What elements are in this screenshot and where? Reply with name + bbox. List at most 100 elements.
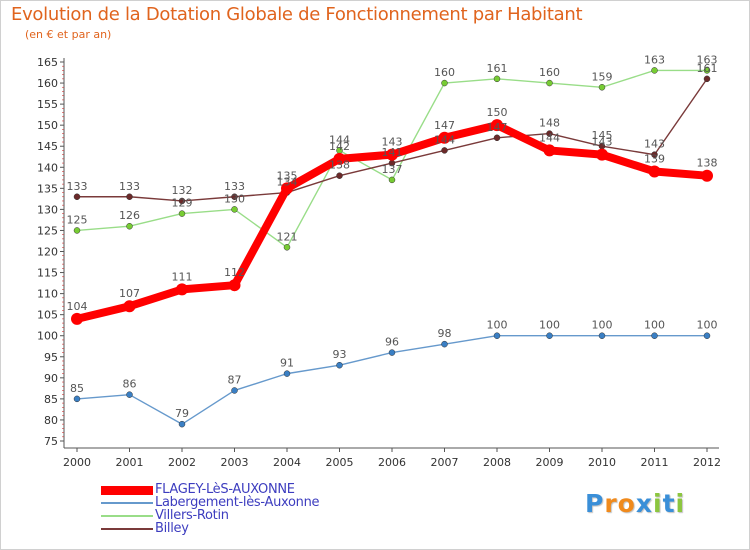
data-label-billey: 132 (172, 184, 193, 197)
data-point-billey (336, 172, 343, 179)
data-label-billey: 148 (539, 117, 560, 130)
data-label-labergement-l-s-auxonne: 100 (644, 319, 665, 332)
logo-letter: x (635, 489, 653, 518)
data-label-billey: 143 (644, 138, 665, 151)
legend-label-billey: Billey (155, 521, 189, 536)
data-label-flagey-l-s-auxonne: 150 (487, 106, 508, 119)
data-label-flagey-l-s-auxonne: 112 (224, 266, 245, 279)
data-label-villers-rotin: 121 (277, 230, 298, 243)
data-point-labergement-l-s-auxonne (73, 395, 81, 403)
data-label-labergement-l-s-auxonne: 79 (175, 407, 189, 420)
data-point-villers-rotin (546, 79, 553, 87)
data-label-labergement-l-s-auxonne: 91 (280, 357, 294, 370)
legend-swatch-labergement (101, 502, 153, 504)
series-line-labergement-l-s-auxonne (76, 335, 708, 425)
data-label-villers-rotin: 160 (434, 66, 455, 79)
data-point-villers-rotin (126, 222, 133, 230)
data-point-flagey-l-s-auxonne (438, 131, 451, 144)
data-label-flagey-l-s-auxonne: 138 (697, 157, 718, 170)
y-tick-label: 145 (37, 140, 58, 153)
chart-subtitle: (en € et par an) (25, 28, 112, 41)
x-tick-label: 2008 (483, 456, 511, 469)
logo-letter: i (675, 489, 686, 518)
data-point-labergement-l-s-auxonne (231, 387, 238, 394)
data-point-flagey-l-s-auxonne (71, 312, 83, 325)
data-label-villers-rotin: 137 (382, 163, 403, 176)
y-tick-label: 165 (37, 56, 58, 69)
data-label-flagey-l-s-auxonne: 139 (644, 152, 665, 165)
data-point-flagey-l-s-auxonne (543, 144, 556, 157)
x-tick-label: 2012 (693, 456, 721, 469)
data-point-billey (546, 130, 553, 137)
x-tick-label: 2005 (326, 456, 354, 469)
data-point-labergement-l-s-auxonne (546, 332, 553, 339)
data-label-villers-rotin: 160 (539, 66, 560, 79)
data-label-billey: 133 (67, 180, 88, 193)
y-tick-label: 95 (44, 351, 58, 364)
x-tick-label: 2010 (588, 456, 616, 469)
data-label-flagey-l-s-auxonne: 147 (434, 119, 455, 132)
data-point-billey (126, 193, 133, 201)
x-tick-label: 2001 (116, 456, 144, 469)
data-label-flagey-l-s-auxonne: 142 (329, 140, 350, 153)
data-point-labergement-l-s-auxonne (178, 420, 186, 428)
data-label-flagey-l-s-auxonne: 144 (539, 131, 560, 144)
x-tick-label: 2003 (221, 456, 249, 469)
data-point-villers-rotin (441, 79, 448, 87)
data-point-villers-rotin (598, 84, 606, 91)
data-label-villers-rotin: 125 (67, 213, 88, 226)
data-point-flagey-l-s-auxonne (648, 165, 661, 178)
y-tick-label: 120 (37, 246, 58, 259)
data-point-labergement-l-s-auxonne (388, 349, 396, 356)
chart-axes: 75 80 85 90 95 100 105 110 115 120 125 130 135 140 145… (37, 56, 721, 469)
data-point-flagey-l-s-auxonne (281, 182, 293, 195)
x-tick-label: 2004 (273, 456, 301, 469)
logo-letter: o (617, 489, 636, 518)
data-point-flagey-l-s-auxonne (333, 152, 346, 165)
data-point-billey (651, 151, 658, 158)
data-point-flagey-l-s-auxonne (228, 279, 241, 292)
logo-letter: t (662, 489, 676, 518)
y-tick-label: 85 (44, 393, 58, 406)
data-point-villers-rotin (283, 244, 291, 251)
data-labels-layer: 85 86 79 87 91 93 96 98 100 100 100 100 100 125 126 129… (67, 53, 718, 420)
data-label-villers-rotin: 163 (697, 53, 718, 66)
proxiti-logo: Proxiti (585, 489, 685, 518)
y-tick-label: 155 (37, 98, 58, 111)
data-point-labergement-l-s-auxonne (283, 370, 291, 377)
data-point-labergement-l-s-auxonne (703, 332, 711, 339)
data-label-labergement-l-s-auxonne: 87 (228, 373, 242, 386)
x-tick-label: 2009 (536, 456, 564, 469)
data-label-flagey-l-s-auxonne: 143 (592, 136, 613, 149)
data-label-labergement-l-s-auxonne: 85 (70, 382, 84, 395)
y-tick-label: 150 (37, 119, 58, 132)
x-tick-label: 2011 (641, 456, 669, 469)
data-point-flagey-l-s-auxonne (176, 283, 188, 296)
data-point-villers-rotin (231, 206, 238, 213)
data-label-villers-rotin: 126 (119, 209, 140, 222)
data-label-villers-rotin: 163 (644, 53, 665, 66)
data-label-labergement-l-s-auxonne: 96 (385, 336, 399, 349)
legend-swatch-villers (101, 515, 153, 517)
data-point-billey (178, 197, 186, 205)
data-point-flagey-l-s-auxonne (491, 119, 503, 132)
y-tick-label: 100 (37, 330, 58, 343)
data-label-villers-rotin: 144 (329, 133, 350, 146)
legend-swatch-flagey (101, 486, 153, 495)
y-tick-label: 105 (37, 309, 58, 322)
data-point-villers-rotin (73, 227, 81, 234)
data-point-villers-rotin (388, 176, 396, 184)
data-point-billey (231, 193, 238, 201)
data-label-villers-rotin: 130 (224, 192, 245, 205)
data-point-billey (493, 134, 501, 142)
data-label-flagey-l-s-auxonne: 111 (172, 270, 193, 283)
data-point-flagey-l-s-auxonne (596, 148, 608, 161)
data-point-flagey-l-s-auxonne (123, 300, 136, 313)
logo-letter: r (604, 489, 618, 518)
logo-letter: i (653, 489, 663, 518)
data-label-flagey-l-s-auxonne: 143 (382, 136, 403, 149)
data-label-villers-rotin: 159 (592, 70, 613, 83)
data-point-flagey-l-s-auxonne (386, 148, 398, 161)
x-tick-label: 2002 (168, 456, 196, 469)
x-tick-label: 2000 (63, 456, 91, 469)
